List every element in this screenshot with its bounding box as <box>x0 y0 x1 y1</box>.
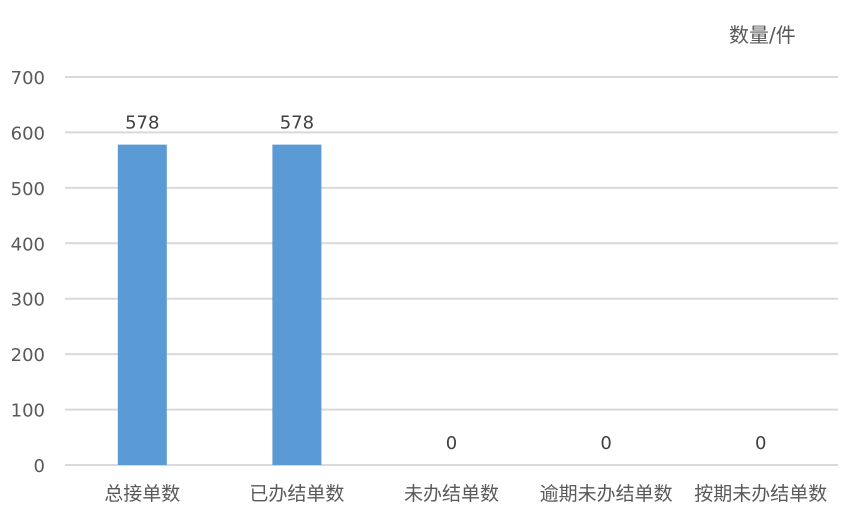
x-tick-label: 未办结单数 <box>404 483 499 505</box>
data-label: 0 <box>600 433 611 454</box>
y-tick-label: 500 <box>11 179 45 200</box>
data-label: 0 <box>755 433 766 454</box>
y-tick-label: 700 <box>11 68 45 89</box>
data-label: 578 <box>125 113 159 134</box>
data-label: 578 <box>280 113 314 134</box>
y-tick-label: 300 <box>11 290 45 311</box>
data-label: 0 <box>446 433 457 454</box>
bar <box>117 144 167 465</box>
y-axis-unit-label: 数量/件 <box>729 23 796 47</box>
x-tick-label: 按期未办结单数 <box>694 483 827 505</box>
y-tick-label: 200 <box>11 345 45 366</box>
y-tick-label: 600 <box>11 123 45 144</box>
x-tick-label: 逾期未办结单数 <box>540 483 673 505</box>
y-tick-label: 100 <box>11 401 45 422</box>
bar <box>272 144 322 465</box>
x-tick-label: 总接单数 <box>104 483 180 505</box>
y-tick-label: 0 <box>34 456 45 477</box>
x-tick-label: 已办结单数 <box>249 483 344 505</box>
y-tick-label: 400 <box>11 234 45 255</box>
